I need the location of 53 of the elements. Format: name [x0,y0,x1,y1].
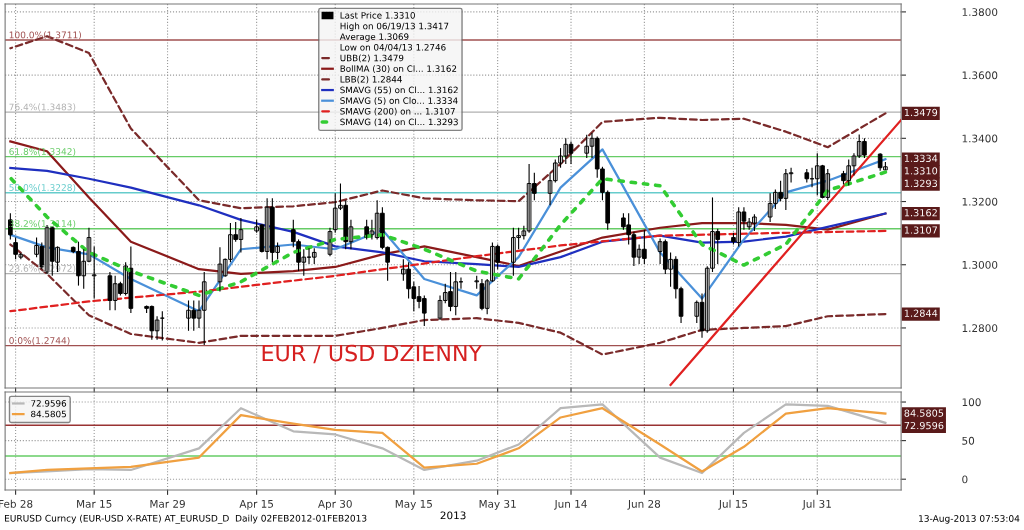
y-tick-label: 1.3400 [962,134,998,143]
x-tick-label: Mar 29 [150,499,185,508]
annotation: Low on 04/04/13 1.2746 [340,44,446,52]
x-tick-label: Feb 28 [0,499,33,508]
x-tick-label: Apr 30 [318,499,352,510]
legend-label: LBB(2) 1.2844 [340,75,402,84]
x-tick-label: Mar 15 [77,500,112,508]
x-tick-label: May 15 [395,500,432,510]
text: 1.3479 [904,108,938,117]
y-tick-label: 1.3000 [962,260,998,269]
text: 1.3293 [904,179,938,187]
text: 1.3334 [904,154,938,162]
annotation: Average 1.3069 [339,33,409,42]
y-tick-label: 1.3200 [962,197,998,206]
y-tick-label: 50 [962,436,975,445]
text: 84.5805 [904,409,944,417]
text: 1.3310 [904,167,938,175]
ref-line-label: 0.0%(1.2744) [9,336,70,345]
text: 1.2844 [904,309,938,317]
legend-label: Last Price 1.3310 [340,11,415,19]
text: 1.3162 [904,209,937,217]
legend-label: 72.9596 [31,400,67,407]
x-tick-label: Jun 28 [627,499,661,510]
candlestick [421,294,427,327]
legend-label: SMAVG (55) on Cl... 1.3162 [340,86,458,95]
text: 1.3107 [904,226,937,234]
y-tick-label: 1.2800 [962,324,998,333]
text: 13-Aug-2013 07:53:04 [919,515,1020,524]
x-tick-label: Apr 15 [239,500,274,510]
ref-line-label: 76.4%(1.3483) [9,103,76,112]
y-tick-label: 1.3800 [962,8,998,17]
x-tick-label: May 31 [479,499,516,510]
annotation: High on 06/19/13 1.3417 [340,22,449,31]
legend-label: SMAVG (14) on Cl... 1.3293 [340,118,458,127]
x-tick-label: Jun 14 [554,500,587,510]
y-tick-label: 1.3600 [962,71,998,80]
candlestick [474,275,480,290]
legend-label: SMAVG (200) on ... 1.3107 [340,107,455,116]
text: EURUSD Curncy (EUR-USD X-RATE) AT_EURUSD_D Daily 02FEB2012-01FEB2013 [4,514,367,524]
candlestick [91,245,97,300]
legend-label: SMAVG (5) on Clo... 1.3334 [340,97,458,105]
legend-label: BollMA (30) on Cl... 1.3162 [340,65,457,73]
annotation: EUR / USD DZIENNY [262,344,483,364]
x-tick-label: Jul 31 [802,499,831,510]
candlestick [804,168,810,184]
y-tick-label: 0 [962,475,968,484]
text: 72.9596 [904,421,944,430]
x-tick-label: Jul 15 [718,499,748,510]
x-axis-title: 2013 [440,511,466,520]
ref-line-label: 100.0%(1.3711) [9,31,81,40]
legend-label: 84.5805 [31,410,66,418]
legend-label: UBB(2) 1.3479 [340,54,404,63]
y-tick-label: 100 [962,398,981,407]
